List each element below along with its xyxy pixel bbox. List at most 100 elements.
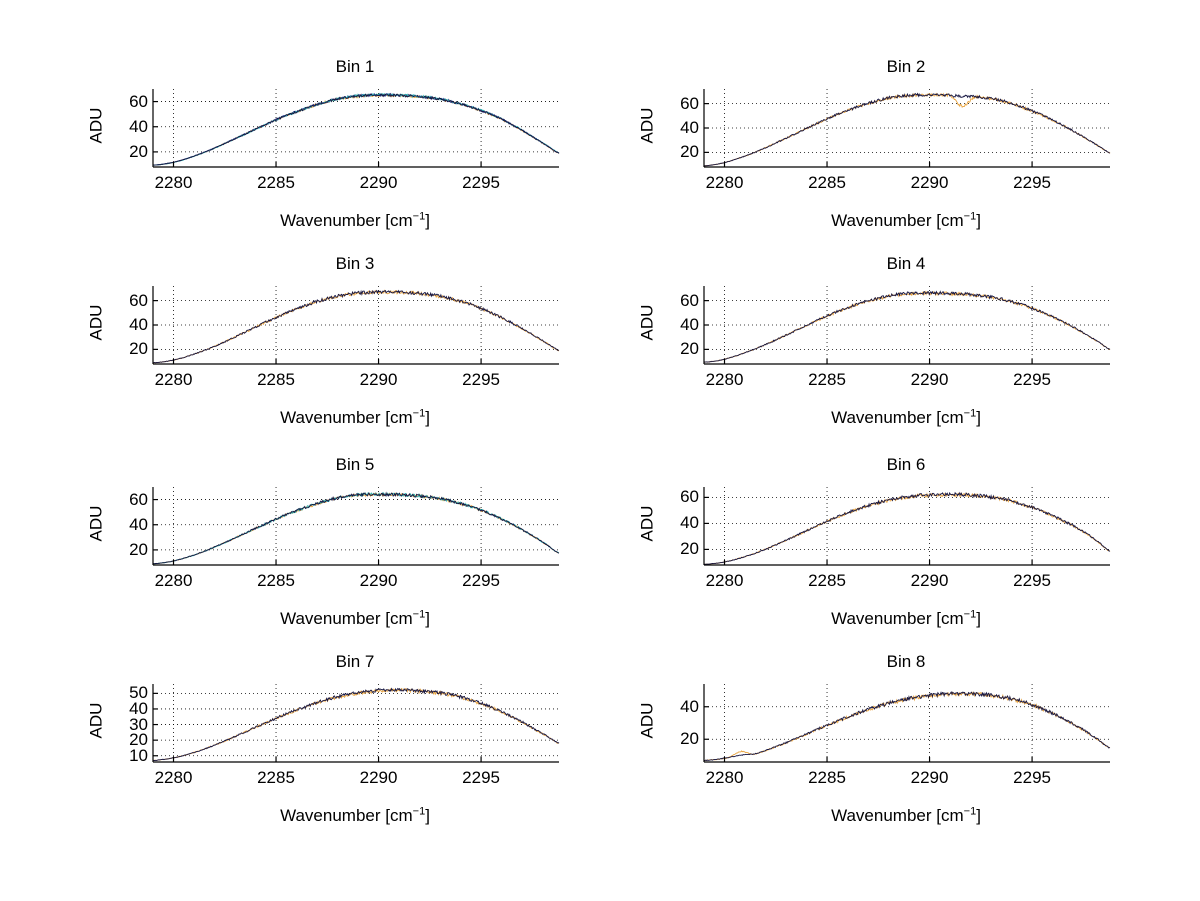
series-trace-navy bbox=[152, 491, 560, 565]
subplot-title: Bin 5 bbox=[335, 455, 375, 474]
x-tick-label: 2295 bbox=[462, 173, 500, 192]
x-tick-label: 2295 bbox=[1013, 571, 1051, 590]
y-tick-label: 20 bbox=[680, 339, 699, 359]
x-axis-label: Wavenumber [cm−1] bbox=[280, 608, 430, 628]
x-tick-label: 2285 bbox=[808, 173, 846, 192]
x-tick-label: 2290 bbox=[910, 571, 949, 590]
x-tick-label: 2295 bbox=[1013, 768, 1051, 787]
y-tick-label: 20 bbox=[129, 539, 148, 559]
subplot-title: Bin 2 bbox=[886, 57, 926, 76]
x-tick-label: 2280 bbox=[705, 571, 744, 590]
plot-area bbox=[152, 88, 560, 168]
plot-area bbox=[152, 285, 560, 365]
y-tick-label: 60 bbox=[680, 93, 699, 113]
y-tick-label: 40 bbox=[680, 118, 699, 137]
y-tick-label: 60 bbox=[129, 91, 148, 111]
subplot-title: Bin 7 bbox=[335, 652, 375, 671]
x-tick-label: 2280 bbox=[705, 768, 744, 787]
x-tick-label: 2290 bbox=[910, 768, 949, 787]
subplot-title: Bin 3 bbox=[335, 254, 375, 273]
x-tick-label: 2290 bbox=[359, 571, 398, 590]
x-axis-label: Wavenumber [cm−1] bbox=[280, 210, 430, 230]
x-tick-label: 2280 bbox=[154, 370, 193, 389]
plot-area bbox=[152, 683, 560, 763]
x-tick-label: 2285 bbox=[808, 571, 846, 590]
series-trace-navy bbox=[703, 92, 1111, 167]
y-tick-label: 20 bbox=[680, 539, 699, 559]
plot-area bbox=[703, 683, 1111, 763]
x-tick-label: 2285 bbox=[808, 370, 846, 389]
x-axis-label: Wavenumber [cm−1] bbox=[831, 608, 981, 628]
y-tick-label: 40 bbox=[680, 315, 699, 334]
x-tick-label: 2295 bbox=[1013, 370, 1051, 389]
y-tick-label: 50 bbox=[129, 683, 148, 703]
y-tick-label: 40 bbox=[129, 116, 148, 136]
plot-area bbox=[703, 486, 1111, 566]
x-tick-label: 2280 bbox=[705, 173, 744, 192]
plot-area bbox=[703, 285, 1111, 365]
y-tick-label: 60 bbox=[680, 290, 699, 310]
x-tick-label: 2295 bbox=[462, 768, 500, 787]
y-tick-label: 20 bbox=[680, 729, 699, 749]
plot-area bbox=[703, 88, 1111, 168]
y-tick-label: 20 bbox=[129, 730, 148, 750]
x-tick-label: 2285 bbox=[257, 768, 295, 787]
x-tick-label: 2285 bbox=[257, 370, 295, 389]
x-tick-label: 2285 bbox=[257, 571, 295, 590]
x-tick-label: 2280 bbox=[154, 173, 193, 192]
subplot-title: Bin 4 bbox=[886, 254, 926, 273]
y-tick-label: 60 bbox=[680, 487, 699, 507]
x-axis-label: Wavenumber [cm−1] bbox=[831, 805, 981, 825]
series-trace-orange bbox=[703, 691, 1111, 762]
x-tick-label: 2280 bbox=[154, 768, 193, 787]
series-trace-navy bbox=[152, 92, 560, 166]
y-tick-label: 20 bbox=[680, 142, 699, 162]
plot-area bbox=[152, 486, 560, 566]
x-tick-label: 2285 bbox=[808, 768, 846, 787]
x-tick-label: 2290 bbox=[359, 370, 398, 389]
y-tick-label: 40 bbox=[129, 514, 148, 534]
x-tick-label: 2290 bbox=[910, 370, 949, 389]
y-tick-label: 20 bbox=[129, 141, 148, 161]
x-axis-label: Wavenumber [cm−1] bbox=[280, 407, 430, 427]
y-tick-label: 40 bbox=[680, 696, 699, 716]
y-tick-label: 30 bbox=[129, 714, 148, 734]
series-trace-navy bbox=[703, 290, 1111, 363]
y-tick-label: 60 bbox=[129, 489, 148, 509]
series-trace-navy bbox=[152, 687, 560, 761]
series-trace-navy bbox=[703, 691, 1111, 762]
y-tick-label: 20 bbox=[129, 339, 148, 359]
subplot-title: Bin 1 bbox=[335, 57, 375, 76]
x-tick-label: 2290 bbox=[910, 173, 949, 192]
subplot-title: Bin 8 bbox=[886, 652, 926, 671]
y-tick-label: 10 bbox=[129, 745, 148, 765]
x-tick-label: 2280 bbox=[154, 571, 193, 590]
x-axis-label: Wavenumber [cm−1] bbox=[280, 805, 430, 825]
x-tick-label: 2285 bbox=[257, 173, 295, 192]
y-axis-label: ADU bbox=[637, 702, 657, 739]
x-tick-label: 2295 bbox=[1013, 173, 1051, 192]
series-trace-navy bbox=[703, 491, 1111, 565]
y-tick-label: 60 bbox=[129, 290, 148, 310]
y-tick-label: 40 bbox=[680, 513, 699, 533]
series-trace-navy bbox=[152, 289, 560, 364]
y-tick-label: 40 bbox=[129, 315, 148, 334]
x-axis-label: Wavenumber [cm−1] bbox=[831, 407, 981, 427]
y-tick-label: 40 bbox=[129, 698, 148, 718]
x-tick-label: 2280 bbox=[705, 370, 744, 389]
subplot-title: Bin 6 bbox=[886, 455, 926, 474]
x-tick-label: 2295 bbox=[462, 571, 500, 590]
x-tick-label: 2290 bbox=[359, 768, 398, 787]
x-axis-label: Wavenumber [cm−1] bbox=[831, 210, 981, 230]
x-tick-label: 2290 bbox=[359, 173, 398, 192]
x-tick-label: 2295 bbox=[462, 370, 500, 389]
